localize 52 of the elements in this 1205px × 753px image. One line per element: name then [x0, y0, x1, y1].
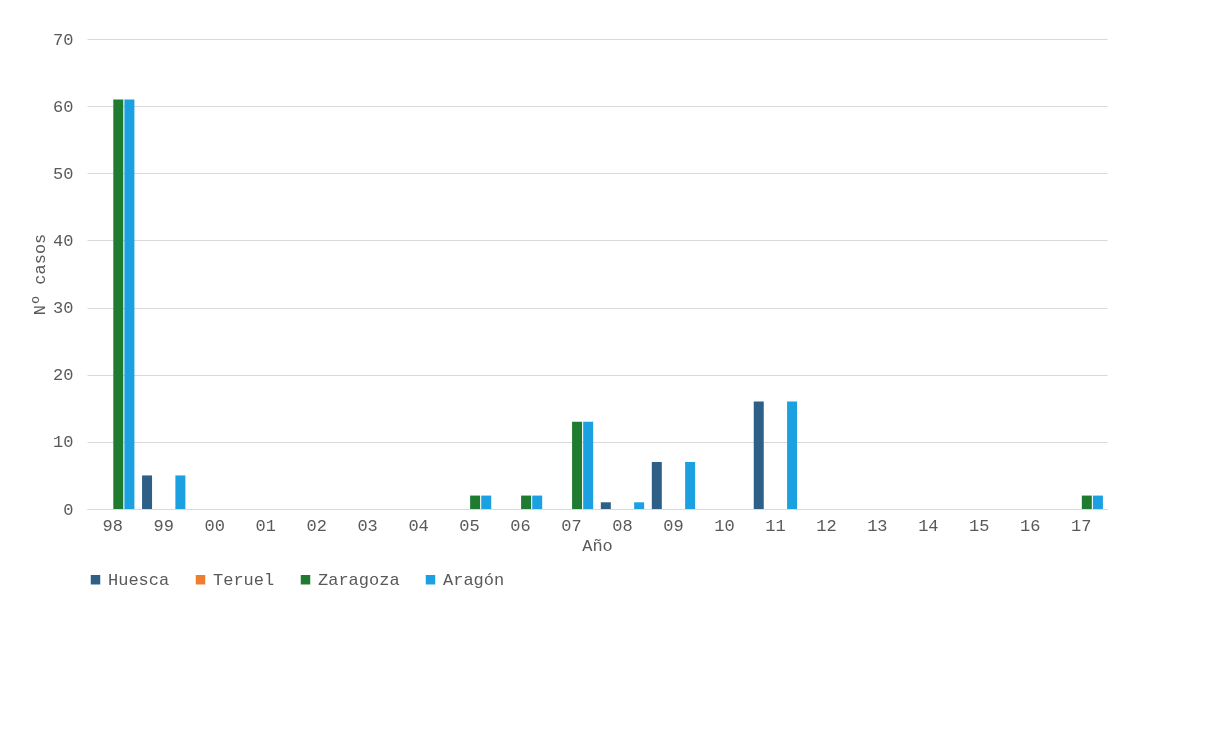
- legend-label: Zaragoza: [318, 570, 400, 590]
- x-tick-label: 12: [816, 516, 837, 536]
- bar: [634, 502, 645, 509]
- bar: [142, 475, 153, 509]
- y-tick-label: 30: [53, 299, 74, 319]
- x-tick-label: 06: [510, 516, 531, 536]
- x-tick-label: 99: [153, 516, 174, 536]
- legend-label: Aragón: [443, 570, 505, 590]
- x-tick-label: 11: [765, 516, 786, 536]
- bar: [651, 462, 662, 509]
- bar: [470, 495, 481, 509]
- x-tick-label: 05: [459, 516, 480, 536]
- y-tick-label: 40: [53, 231, 74, 251]
- x-tick-label: 98: [102, 516, 123, 536]
- y-tick-label: 10: [53, 433, 74, 453]
- x-tick-label: 02: [306, 516, 327, 536]
- legend-label: Huesca: [108, 570, 170, 590]
- bar: [572, 421, 583, 509]
- bar: [113, 99, 124, 509]
- y-tick-label: 60: [53, 97, 74, 117]
- x-tick-label: 07: [561, 516, 582, 536]
- x-tick-label: 08: [612, 516, 633, 536]
- y-axis-title: Nº casos: [31, 233, 51, 316]
- bar: [532, 495, 543, 509]
- bar: [1092, 495, 1103, 509]
- bar: [787, 401, 798, 509]
- x-tick-label: 00: [204, 516, 225, 536]
- x-tick-label: 14: [918, 516, 939, 536]
- bar: [521, 495, 532, 509]
- y-tick-label: 50: [53, 164, 74, 184]
- x-axis-title: Año: [582, 536, 613, 556]
- bar: [175, 475, 186, 509]
- x-tick-label: 13: [867, 516, 888, 536]
- x-tick-label: 09: [663, 516, 684, 536]
- bar: [753, 401, 764, 509]
- legend-label: Teruel: [213, 570, 275, 590]
- x-tick-label: 01: [255, 516, 276, 536]
- bar: [124, 99, 135, 509]
- x-tick-label: 16: [1020, 516, 1041, 536]
- x-tick-label: 03: [357, 516, 378, 536]
- bar: [481, 495, 492, 509]
- x-tick-label: 15: [969, 516, 990, 536]
- x-tick-label: 04: [408, 516, 429, 536]
- y-tick-label: 20: [53, 366, 74, 386]
- y-tick-label: 70: [53, 30, 74, 50]
- x-tick-label: 10: [714, 516, 735, 536]
- y-tick-label: 0: [63, 500, 74, 520]
- bar: [600, 502, 611, 509]
- bar: [1081, 495, 1092, 509]
- bar: [685, 462, 696, 509]
- x-tick-label: 17: [1071, 516, 1092, 536]
- bar: [583, 421, 594, 509]
